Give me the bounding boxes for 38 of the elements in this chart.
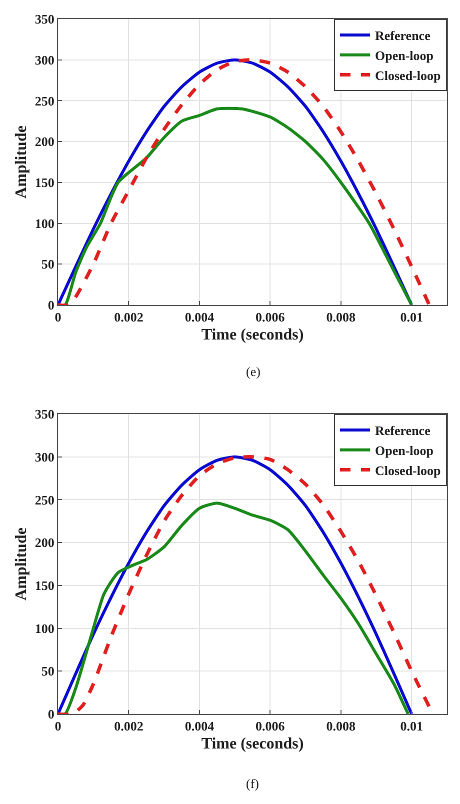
y-axis-title: Amplitude	[12, 126, 30, 198]
x-tick-label: 0.002	[114, 310, 144, 325]
y-tick-label: 250	[34, 93, 54, 108]
y-tick-label: 100	[34, 216, 54, 231]
x-tick-label: 0.006	[256, 310, 286, 325]
y-tick-label: 200	[34, 535, 54, 550]
y-tick-label: 300	[34, 52, 54, 68]
legend-label: Reference	[375, 423, 431, 438]
x-tick-label: 0.01	[400, 310, 424, 325]
x-axis-title: Time (seconds)	[201, 326, 304, 344]
text: (e)	[246, 364, 260, 379]
y-tick-label: 50	[41, 256, 54, 272]
x-tick-label: 0.008	[326, 310, 356, 325]
y-tick-label: 300	[34, 449, 54, 464]
y-tick-label: 350	[34, 406, 54, 422]
y-tick-label: 150	[34, 174, 54, 190]
y-tick-label: 150	[34, 578, 54, 593]
legend-label: Open-loop	[375, 442, 434, 458]
y-tick-label: 250	[34, 492, 54, 508]
text: (f)	[246, 776, 259, 791]
x-axis-title: Time (seconds)	[201, 735, 304, 752]
x-tick-label: 0.004	[184, 718, 215, 734]
y-tick-label: 0	[48, 706, 54, 722]
x-tick-label: 0.008	[326, 718, 356, 734]
x-tick-label: 0.002	[114, 718, 144, 734]
y-tick-label: 100	[34, 620, 54, 636]
y-tick-label: 0	[48, 298, 54, 313]
legend-label: Closed-loop	[375, 462, 441, 478]
x-tick-label: 0.01	[400, 718, 424, 734]
legend-label: Reference	[375, 28, 431, 44]
x-tick-label: 0.004	[184, 310, 215, 325]
y-axis-title: Amplitude	[12, 528, 30, 600]
x-tick-label: 0.006	[256, 718, 286, 734]
y-tick-label: 200	[34, 134, 54, 150]
legend-label: Closed-loop	[375, 68, 441, 83]
legend-label: Open-loop	[375, 48, 434, 63]
y-tick-label: 350	[34, 12, 54, 27]
y-tick-label: 50	[41, 664, 54, 679]
